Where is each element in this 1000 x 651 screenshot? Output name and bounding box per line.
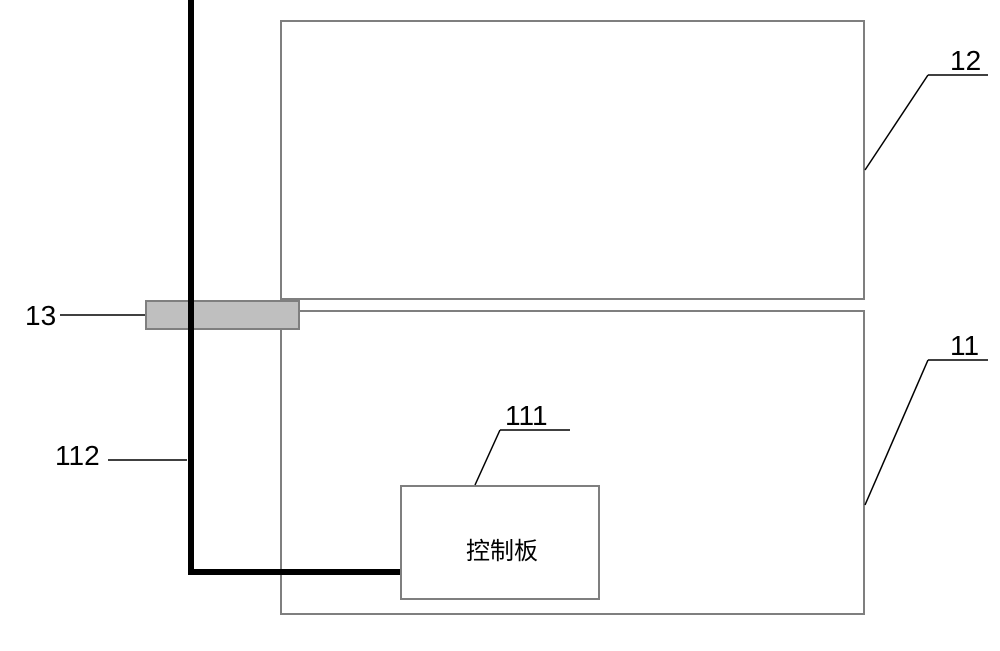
callout-label-11: 11 <box>950 330 979 362</box>
control-board-block: 控制板 <box>400 485 600 600</box>
callout-label-13: 13 <box>25 300 56 332</box>
callout-label-111: 111 <box>505 400 548 432</box>
hinge-block <box>145 300 300 330</box>
callout-label-112: 112 <box>55 440 100 472</box>
callout-label-12: 12 <box>950 45 981 77</box>
l-bar-vertical <box>188 0 194 575</box>
control-board-label: 控制板 <box>402 531 602 566</box>
l-bar-horizontal <box>188 569 400 575</box>
upper-compartment <box>280 20 865 300</box>
diagram-canvas: 控制板 12 11 13 112 111 <box>0 0 1000 651</box>
